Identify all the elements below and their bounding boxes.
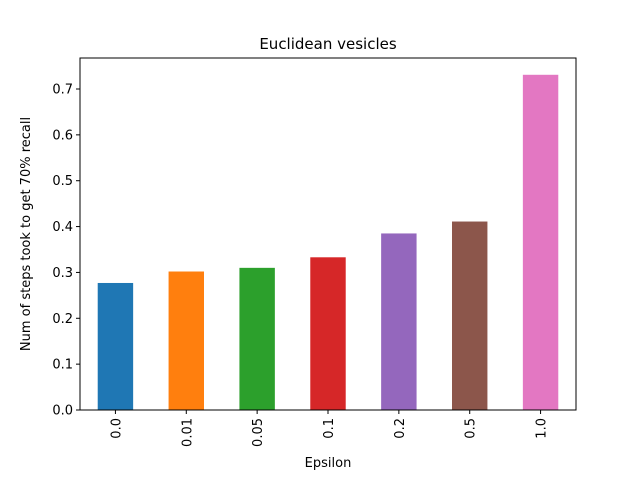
bars-group (97, 74, 559, 410)
y-tick-label: 0.0 (52, 404, 73, 419)
x-tick-label: 0.01 (180, 418, 195, 447)
y-axis-ticks: 0.0 0.1 0.2 0.3 0.4 0.5 0.6 0.7 (52, 82, 80, 419)
bar-0.05 (239, 267, 275, 410)
x-tick-label: 0.0 (109, 418, 124, 439)
y-tick-label: 0.4 (52, 220, 73, 235)
y-tick-label: 0.5 (52, 174, 73, 189)
bar-0.0 (97, 282, 134, 410)
y-axis-label: Num of steps took to get 70% recall (19, 117, 34, 351)
y-tick-label: 0.6 (52, 128, 73, 143)
bar-0.1 (310, 257, 346, 410)
bar-0.2 (381, 233, 417, 410)
x-axis-label: Epsilon (305, 456, 352, 471)
bar-1.0 (522, 74, 559, 410)
bar-0.5 (452, 221, 488, 410)
chart-title: Euclidean vesicles (259, 35, 397, 53)
x-axis-ticks: 0.0 0.01 0.05 0.1 0.2 0.5 1.0 (109, 410, 550, 447)
bar-0.01 (168, 271, 204, 410)
x-tick-label: 0.1 (322, 418, 337, 439)
x-tick-label: 1.0 (535, 418, 550, 439)
y-tick-label: 0.1 (52, 358, 73, 373)
x-tick-label: 0.2 (393, 418, 408, 439)
x-tick-label: 0.5 (464, 418, 479, 439)
y-tick-label: 0.2 (52, 312, 73, 327)
y-tick-label: 0.3 (52, 266, 73, 281)
x-tick-label: 0.05 (251, 418, 266, 447)
y-tick-label: 0.7 (52, 82, 73, 97)
